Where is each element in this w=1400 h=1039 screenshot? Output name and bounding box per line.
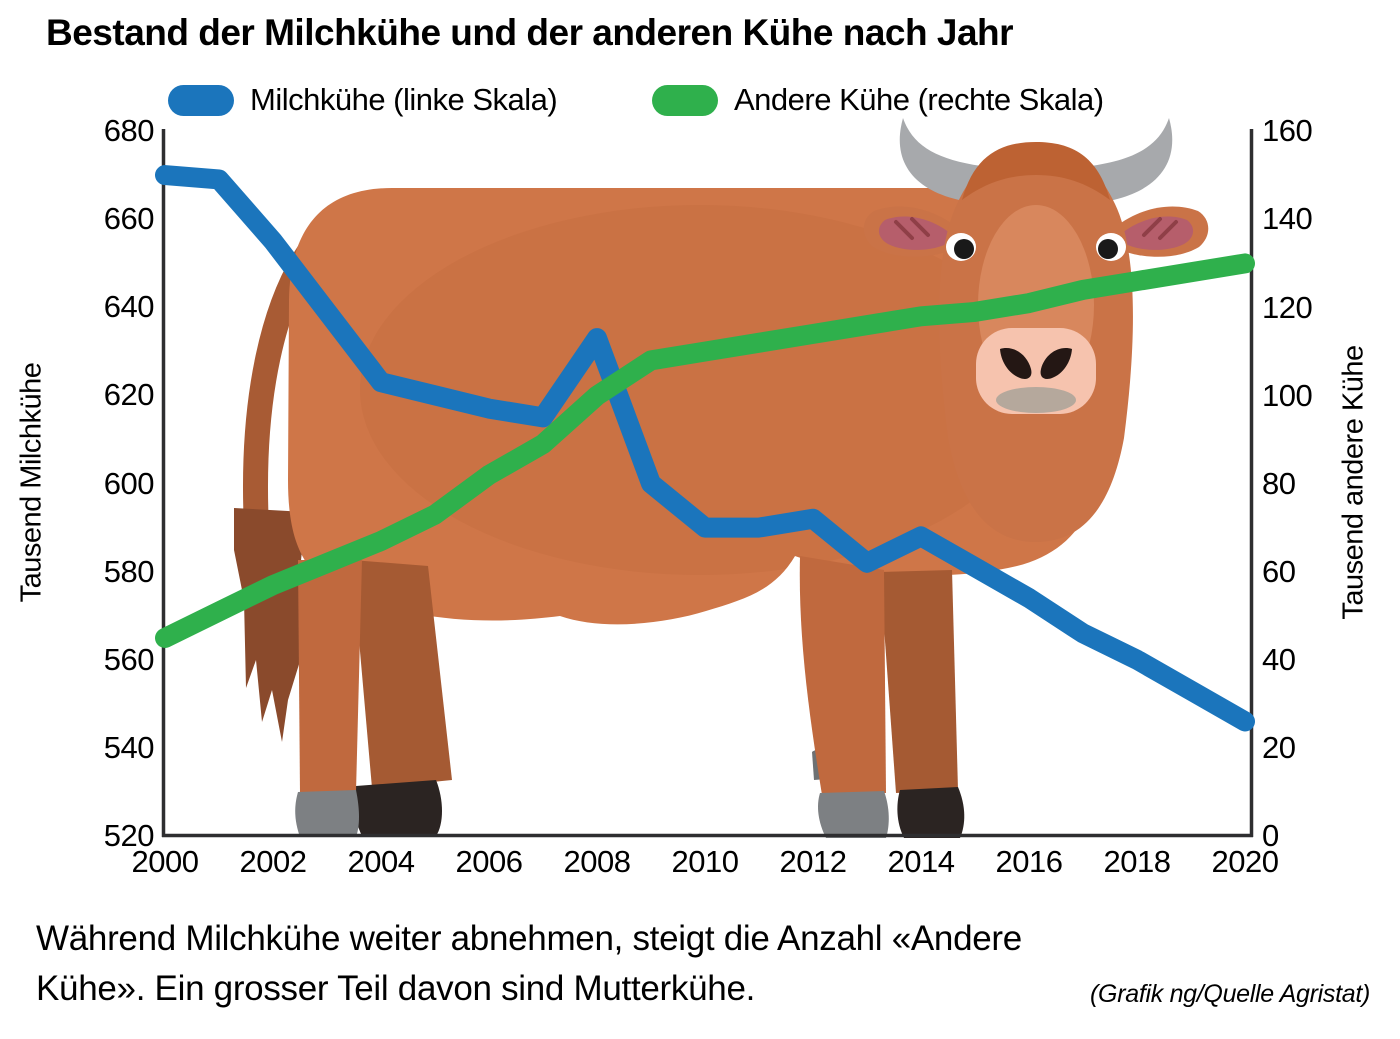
- tick-label: 160: [1262, 113, 1313, 149]
- cow-front-leg-far: [880, 570, 958, 793]
- tick-label: 620: [103, 377, 155, 413]
- tick-label: 2020: [1211, 844, 1279, 879]
- tick-label: 2002: [239, 844, 307, 879]
- data-lines: [155, 165, 1255, 732]
- cow-front-hoof-gray: [818, 791, 889, 838]
- cow-pupil-right: [1098, 239, 1118, 259]
- milk-line: [155, 165, 1255, 732]
- cow-rear-leg-near: [298, 560, 362, 794]
- tick-label: 100: [1262, 377, 1313, 413]
- legend-item-milk: Milchkühe (linke Skala): [168, 82, 558, 118]
- tick-label: 120: [1262, 289, 1313, 325]
- other-legend-label: Andere Kühe (rechte Skala): [734, 82, 1104, 117]
- tick-label: 2016: [995, 844, 1063, 879]
- tick-label: 2008: [563, 844, 631, 879]
- tick-label: 520: [103, 818, 155, 853]
- caption-line2: Kühe». Ein grosser Teil davon sind Mutte…: [36, 969, 756, 1009]
- tick-label: 660: [103, 201, 155, 237]
- tick-label: 2004: [347, 844, 415, 879]
- tick-label: 2000: [131, 844, 199, 879]
- cow-pupil-left: [954, 239, 974, 259]
- cow-horn-right: [1083, 118, 1173, 204]
- cow-mouth-shade: [996, 387, 1076, 413]
- tick-label: 80: [1262, 465, 1296, 501]
- chart-title: Bestand der Milchkühe und der anderen Kü…: [46, 12, 1014, 53]
- cow-nostril-right: [1040, 348, 1072, 379]
- milk-legend-label: Milchkühe (linke Skala): [250, 82, 558, 117]
- caption: Während Milchkühe weiter abnehmen, steig…: [36, 914, 1336, 1014]
- tick-label: 2010: [671, 844, 739, 879]
- tick-label: 2014: [887, 844, 955, 879]
- tick-label: 600: [103, 465, 155, 501]
- tick-label: 40: [1262, 642, 1296, 677]
- tick-label: 2018: [1103, 844, 1171, 879]
- cow-rear-hoof-black: [354, 780, 442, 836]
- cow-illustration: [234, 118, 1209, 838]
- tick-label: 20: [1262, 730, 1296, 766]
- milk-legend-swatch: [168, 84, 234, 116]
- cow-rear-hoof-gray: [295, 790, 359, 837]
- tick-label: 640: [103, 289, 155, 325]
- caption-line1: Während Milchkühe weiter abnehmen, steig…: [36, 919, 1022, 958]
- tick-label: 560: [103, 641, 155, 677]
- tick-label: 2006: [455, 844, 523, 879]
- tick-label: 2012: [779, 844, 847, 879]
- cow-tail-tuft: [234, 508, 306, 742]
- tick-label: 0: [1262, 818, 1279, 854]
- tick-label: 680: [103, 113, 155, 148]
- source-credit: (Grafik ng/Quelle Agristat): [1090, 980, 1370, 1008]
- cow-ear-right-streaks: [1142, 217, 1178, 240]
- legend-item-other: Andere Kühe (rechte Skala): [652, 82, 1104, 118]
- cow-front-leg-near: [799, 556, 886, 795]
- cow-body-shade: [360, 205, 1040, 575]
- tick-label: 140: [1262, 201, 1313, 237]
- other-line: [155, 253, 1255, 648]
- cow-horn-left: [899, 118, 989, 204]
- cow-ear-left-streaks: [894, 217, 930, 240]
- tick-label: 580: [103, 553, 155, 589]
- other-legend-swatch: [652, 84, 718, 116]
- cow-nostril-left: [1000, 348, 1032, 379]
- tick-label: 540: [103, 729, 155, 765]
- cow-front-hoof-black: [897, 787, 965, 838]
- tick-label: 60: [1262, 553, 1296, 589]
- cow-rear-leg-far: [352, 560, 452, 788]
- cow-forelock: [962, 142, 1110, 200]
